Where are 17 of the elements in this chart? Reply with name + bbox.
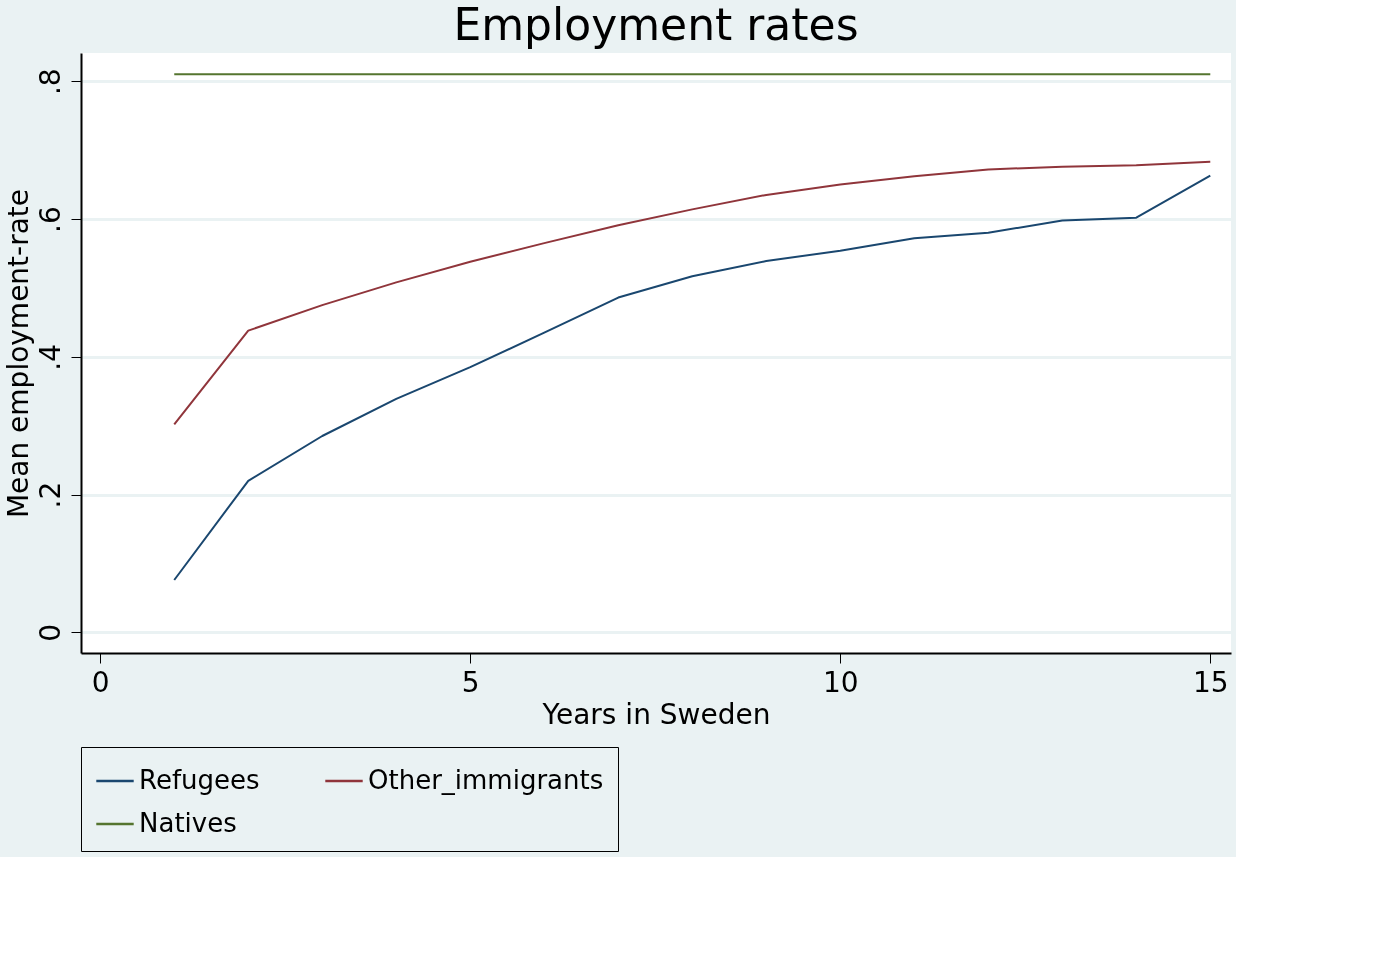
legend-label: Natives xyxy=(139,808,237,838)
x-axis-title: Years in Sweden xyxy=(541,697,771,731)
x-tick-label: 0 xyxy=(91,665,110,699)
line-series xyxy=(173,160,1212,426)
y-axis-title: Mean employment-rate xyxy=(1,188,35,519)
y-tick-label: .2 xyxy=(33,481,67,509)
y-tick-label: .8 xyxy=(33,68,67,96)
chart-title: Employment rates xyxy=(453,0,859,50)
y-tick-label: 0 xyxy=(33,623,67,642)
legend-label: Refugees xyxy=(139,765,260,795)
x-tick-label: 15 xyxy=(1192,665,1229,699)
y-tick-label: .4 xyxy=(33,343,67,371)
line-series xyxy=(173,174,1212,581)
y-tick-label: .6 xyxy=(33,206,67,233)
x-tick-label: 10 xyxy=(822,665,859,699)
x-tick-label: 5 xyxy=(461,665,480,699)
legend-label: Other_immigrants xyxy=(368,765,604,795)
